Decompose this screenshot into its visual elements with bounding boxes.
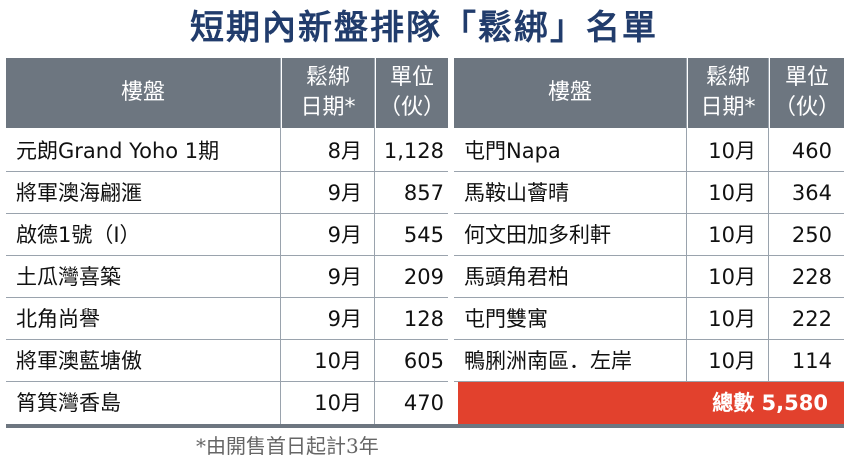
project-name: 元朗Grand Yoho 1期 [16, 139, 220, 163]
project-name: 將軍澳藍塘傲 [16, 349, 142, 373]
project-name: 啟德1號（I） [16, 223, 141, 247]
unit-count: 605 [403, 349, 444, 373]
header-units-right: 單位 （伙） [770, 58, 844, 128]
table-row: 將軍澳藍塘傲 10月 605 [6, 340, 448, 382]
project-name: 何文田加多利軒 [464, 223, 611, 247]
unit-count: 545 [403, 223, 444, 247]
header-name-label: 樓盤 [120, 80, 165, 105]
table-row: 鴨脷洲南區．左岸 10月 114 [454, 340, 844, 382]
row-divider [454, 255, 844, 256]
header-units-line2: （伙） [773, 95, 840, 120]
release-date: 8月 [327, 139, 362, 163]
release-date: 9月 [327, 181, 362, 205]
release-date: 10月 [708, 181, 756, 205]
unit-count: 128 [403, 307, 444, 331]
row-divider [454, 213, 844, 214]
footnote: *由開售首日起計3年 [196, 434, 379, 458]
row-divider [6, 297, 448, 298]
row-divider [454, 381, 844, 382]
table-row: 屯門Napa 10月 460 [454, 130, 844, 172]
unit-count: 364 [791, 181, 832, 205]
divider [280, 58, 281, 424]
divider [768, 58, 769, 424]
header-date-line2: 日期* [300, 95, 356, 120]
divider [374, 58, 375, 424]
column-gap [448, 58, 454, 424]
table-row: 馬頭角君柏 10月 228 [454, 256, 844, 298]
header-date-right: 鬆綁 日期* [688, 58, 768, 128]
release-date: 9月 [327, 307, 362, 331]
header-name-left: 樓盤 [6, 58, 280, 128]
unit-count: 250 [791, 223, 832, 247]
project-name: 屯門雙寓 [464, 307, 548, 331]
release-date: 9月 [327, 265, 362, 289]
unit-count: 470 [403, 391, 444, 415]
release-date: 10月 [314, 391, 362, 415]
header-date-line1: 鬆綁 [705, 65, 750, 90]
header-date-line1: 鬆綁 [305, 65, 350, 90]
project-name: 鴨脷洲南區．左岸 [464, 349, 632, 373]
release-date: 10月 [708, 307, 756, 331]
header-name-right: 樓盤 [454, 58, 686, 128]
table-row: 啟德1號（I） 9月 545 [6, 214, 448, 256]
header-units-line1: 單位 [784, 65, 829, 90]
unit-count: 228 [791, 265, 832, 289]
project-name: 土瓜灣喜築 [16, 265, 121, 289]
header-date-line2: 日期* [700, 95, 756, 120]
row-divider [6, 171, 448, 172]
header-name-label: 樓盤 [547, 80, 592, 105]
table-row: 北角尚譽 9月 128 [6, 298, 448, 340]
unit-count: 1,128 [383, 139, 444, 163]
table-row: 屯門雙寓 10月 222 [454, 298, 844, 340]
row-divider [6, 213, 448, 214]
row-divider [454, 297, 844, 298]
release-date: 9月 [327, 223, 362, 247]
header-units-line1: 單位 [389, 65, 434, 90]
page-title: 短期內新盤排隊「鬆綁」名單 [190, 8, 658, 48]
table-row: 土瓜灣喜築 9月 209 [6, 256, 448, 298]
table-row: 馬鞍山薈晴 10月 364 [454, 172, 844, 214]
total-units: 總數 5,580 [458, 382, 844, 424]
table-row: 筲箕灣香島 10月 470 [6, 382, 448, 424]
unit-count: 209 [403, 265, 444, 289]
row-divider [6, 381, 448, 382]
unit-count: 114 [791, 349, 832, 373]
project-table: 樓盤 鬆綁 日期* 單位 （伙） 樓盤 鬆綁 日期* 單位 （伙） 元朗Gran… [6, 58, 844, 428]
release-date: 10月 [314, 349, 362, 373]
release-date: 10月 [708, 139, 756, 163]
release-date: 10月 [708, 223, 756, 247]
table-row: 何文田加多利軒 10月 250 [454, 214, 844, 256]
project-name: 北角尚譽 [16, 307, 100, 331]
table-bottom-border [6, 424, 844, 428]
project-name: 將軍澳海翩滙 [16, 181, 142, 205]
row-divider [6, 339, 448, 340]
unit-count: 460 [791, 139, 832, 163]
row-divider [6, 255, 448, 256]
table-row: 將軍澳海翩滙 9月 857 [6, 172, 448, 214]
divider [686, 58, 687, 424]
row-divider [454, 171, 844, 172]
row-divider [454, 339, 844, 340]
header-date-left: 鬆綁 日期* [282, 58, 374, 128]
release-date: 10月 [708, 349, 756, 373]
header-units-line2: （伙） [378, 95, 445, 120]
project-name: 筲箕灣香島 [16, 391, 121, 415]
project-name: 屯門Napa [464, 139, 561, 163]
table-row: 元朗Grand Yoho 1期 8月 1,128 [6, 130, 448, 172]
project-name: 馬鞍山薈晴 [464, 181, 569, 205]
header-units-left: 單位 （伙） [376, 58, 448, 128]
unit-count: 222 [791, 307, 832, 331]
project-name: 馬頭角君柏 [464, 265, 569, 289]
unit-count: 857 [403, 181, 444, 205]
release-date: 10月 [708, 265, 756, 289]
